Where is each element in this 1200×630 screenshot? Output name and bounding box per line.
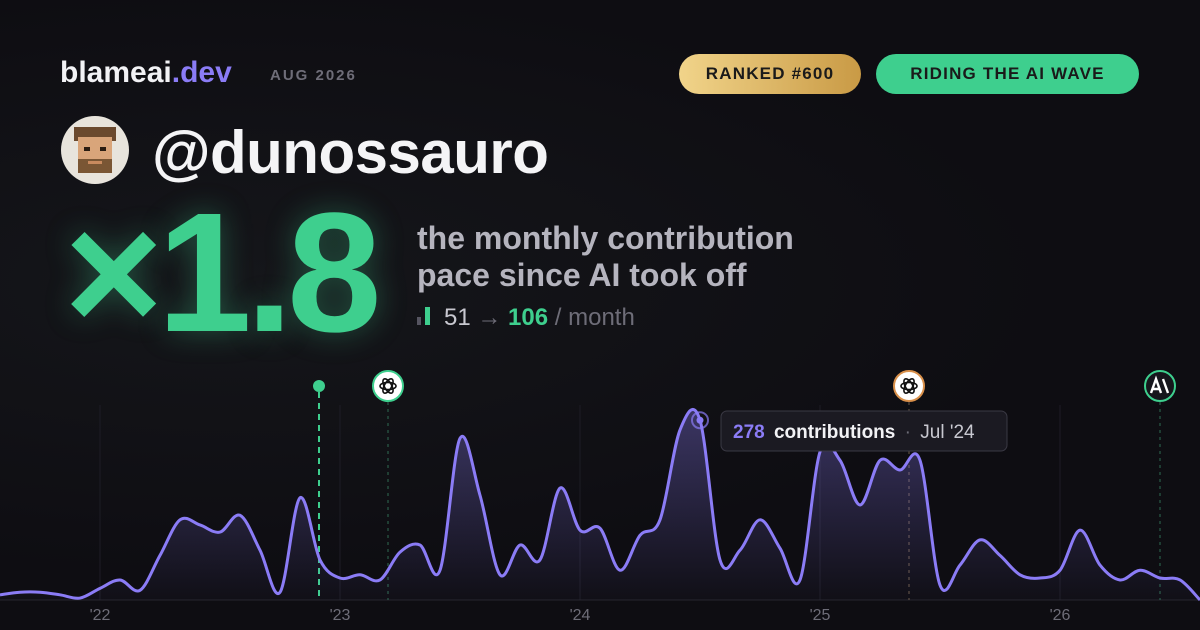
x-tick-label: '22 — [90, 607, 111, 624]
area-line — [0, 407, 1200, 602]
bar-icon — [425, 307, 430, 325]
anthropic-icon — [1144, 370, 1176, 402]
brand-name: blameai — [60, 56, 172, 89]
badge: RIDING THE AI WAVE — [876, 54, 1139, 94]
openai-icon — [893, 370, 925, 402]
tooltip-label: contributions — [774, 422, 895, 443]
event-dot — [313, 380, 325, 392]
arrow: → — [477, 304, 502, 331]
description-line: pace since AI took off — [417, 257, 747, 293]
tooltip-value: 278 — [733, 422, 765, 443]
x-tick-label: '23 — [330, 607, 351, 624]
date: AUG 2026 — [270, 67, 357, 84]
area-fill — [0, 409, 1200, 600]
multiplier: ×1.8 — [64, 178, 382, 368]
tooltip: 278 contributions · Jul '24 — [720, 410, 1008, 452]
after: 106 — [508, 304, 549, 331]
x-tick-label: '25 — [810, 607, 831, 624]
description: the monthly contribution pace since AI t… — [417, 220, 794, 294]
highlight-dot — [696, 416, 704, 424]
handle: @dunossauro — [152, 119, 549, 186]
tooltip-box — [720, 410, 1008, 452]
brand: blameai.dev — [60, 56, 232, 90]
unit: / month — [554, 304, 635, 331]
brand-tld: .dev — [171, 56, 232, 89]
avatar — [61, 116, 129, 184]
x-tick-label: '26 — [1050, 607, 1071, 624]
badge: RANKED #600 — [679, 54, 861, 94]
bar-icon — [417, 317, 421, 325]
before: 51 — [444, 304, 471, 331]
openai-icon — [372, 370, 404, 402]
pace-stats: 51 → 106 / month — [417, 304, 635, 332]
description-line: the monthly contribution — [417, 220, 794, 256]
tooltip-date: Jul '24 — [920, 422, 975, 443]
x-tick-label: '24 — [570, 607, 591, 624]
highlight-ring — [691, 411, 709, 430]
tooltip-text: 278 contributions · Jul '24 — [733, 422, 975, 443]
tooltip-separator: · — [905, 422, 911, 443]
